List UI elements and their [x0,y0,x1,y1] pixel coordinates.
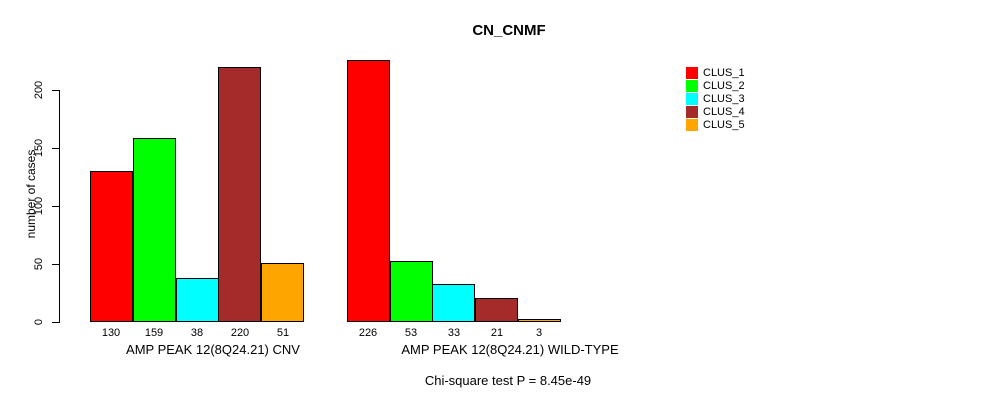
bar-value-label: 33 [447,327,461,339]
bar-clus_1-group2 [347,60,390,322]
y-axis-tick [52,90,60,92]
legend-item-label: CLUS_5 [703,118,745,131]
x-axis-group-label: AMP PEAK 12(8Q24.21) CNV [126,342,300,357]
bar-clus_4-group1 [218,67,261,322]
legend: CLUS_1 CLUS_2 CLUS_3 CLUS_4 CLUS_5 [686,66,745,131]
y-axis-tick [52,148,60,150]
legend-item-label: CLUS_3 [703,92,745,105]
bar-clus_3-group2 [432,284,475,322]
y-axis-tick [52,206,60,208]
bar-value-label: 3 [535,327,543,339]
bar-value-label: 53 [404,327,418,339]
legend-item: CLUS_5 [686,118,745,131]
bar-clus_3-group1 [176,278,219,322]
chi-square-annotation: Chi-square test P = 8.45e-49 [424,373,592,388]
bar-clus_2-group1 [133,138,176,322]
bar-clus_1-group1 [90,171,133,322]
legend-color-swatch-clus_4 [686,105,698,118]
bar-value-label: 130 [101,327,121,339]
y-axis-tick-label: 100 [33,197,45,216]
y-axis-tick-label: 200 [33,81,45,100]
y-axis-tick-label: 150 [33,139,45,158]
bar-clus_2-group2 [390,261,433,322]
bar-clus_5-group1 [261,263,304,322]
legend-item: CLUS_4 [686,105,745,118]
x-axis-group-label: AMP PEAK 12(8Q24.21) WILD-TYPE [401,342,619,357]
bar-clus_5-group2 [518,319,561,322]
bar-value-label: 159 [144,327,164,339]
legend-item: CLUS_2 [686,79,745,92]
bar-clus_4-group2 [475,298,518,322]
legend-item-label: CLUS_2 [703,79,745,92]
y-axis-tick-label: 0 [33,318,45,326]
legend-color-swatch-clus_1 [686,66,698,79]
bar-value-label: 38 [190,327,204,339]
bar-value-label: 21 [490,327,504,339]
y-axis-tick-label: 50 [33,257,45,271]
chart-title: CN_CNMF [472,22,546,39]
bar-value-label: 220 [230,327,250,339]
legend-color-swatch-clus_3 [686,92,698,105]
legend-color-swatch-clus_2 [686,79,698,92]
legend-item: CLUS_3 [686,92,745,105]
legend-item-label: CLUS_1 [703,66,745,79]
y-axis-label: number of cases [24,149,38,239]
bar-value-label: 226 [358,327,378,339]
y-axis-tick [52,264,60,266]
legend-color-swatch-clus_5 [686,118,698,131]
bar-value-label: 51 [276,327,290,339]
legend-item-label: CLUS_4 [703,105,745,118]
y-axis-tick [52,322,60,323]
legend-item: CLUS_1 [686,66,745,79]
